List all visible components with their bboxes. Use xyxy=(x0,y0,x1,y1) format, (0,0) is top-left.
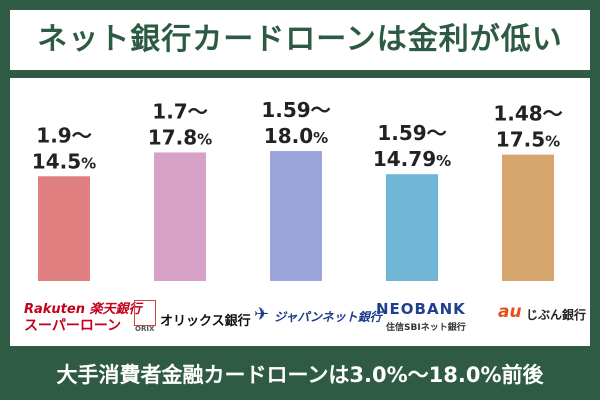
bar-chart: 1.9〜14.5%1.7〜17.8%1.59〜18.0% 1.59〜14.79%1… xyxy=(32,98,563,281)
bar-label-max-3: 18.0% xyxy=(264,124,328,148)
rakuten-logo-line1: Rakuten 楽天銀行 xyxy=(24,302,142,317)
bar-1 xyxy=(38,176,90,281)
bar-label-min-1: 1.9〜 xyxy=(36,123,91,147)
header: ネット銀行カードローンは金利が低い xyxy=(10,10,590,70)
orix-logo: ORIX オリックス銀行 xyxy=(134,298,251,334)
au-mark-icon: au xyxy=(498,302,522,322)
japannet-logo: ✈ ジャパンネット銀行 xyxy=(254,298,382,334)
bar-3 xyxy=(270,151,322,281)
bar-label-min-3: 1.59〜 xyxy=(261,98,330,122)
neobank-logo-main: NEOBANK xyxy=(376,300,466,318)
bar-4 xyxy=(386,174,438,281)
japannet-mark-icon: ✈ xyxy=(254,304,270,325)
rakuten-logo: Rakuten 楽天銀行 スーパーローン xyxy=(24,298,142,334)
japannet-logo-name: ジャパンネット銀行 xyxy=(274,310,382,324)
bar-2 xyxy=(154,152,206,281)
bar-label-min-2: 1.7〜 xyxy=(152,99,207,123)
bar-label-max-4: 14.79% xyxy=(373,147,451,171)
bar-label-unit-4: % xyxy=(436,152,451,170)
chart-panel: 1.9〜 14.5% 1.7〜 17.8% 1.59〜 18.0% 1.59〜 14.79% 1… xyxy=(10,78,590,346)
rakuten-logo-line2: スーパーローン xyxy=(24,318,122,334)
orix-mark-text: ORIX xyxy=(135,325,155,333)
orix-mark-icon xyxy=(134,300,156,326)
bar-label-unit-2: % xyxy=(197,130,212,148)
au-logo: au じぶん銀行 xyxy=(490,298,590,334)
neobank-logo-sub: 住信SBIネット銀行 xyxy=(386,323,466,333)
bar-label-unit-1: % xyxy=(81,154,96,172)
bar-label-min-4: 1.59〜 xyxy=(377,121,446,145)
neobank-logo: NEOBANK 住信SBIネット銀行 xyxy=(376,298,486,334)
au-logo-name: じぶん銀行 xyxy=(526,308,587,322)
bar-label-unit-5: % xyxy=(545,133,560,151)
bar-label-min-5: 1.48〜 xyxy=(493,102,562,126)
bar-label-max-2: 17.8% xyxy=(148,125,212,149)
bar-label-max-1: 14.5% xyxy=(32,149,96,173)
footer-note: 大手消費者金融カードローンは3.0%〜18.0%前後 xyxy=(56,363,544,387)
bar-label-max-5: 17.5% xyxy=(496,128,560,152)
orix-logo-name: オリックス銀行 xyxy=(160,314,251,329)
bar-label-unit-3: % xyxy=(313,129,328,147)
page-title: ネット銀行カードローンは金利が低い xyxy=(37,22,563,57)
bar-5 xyxy=(502,154,554,281)
